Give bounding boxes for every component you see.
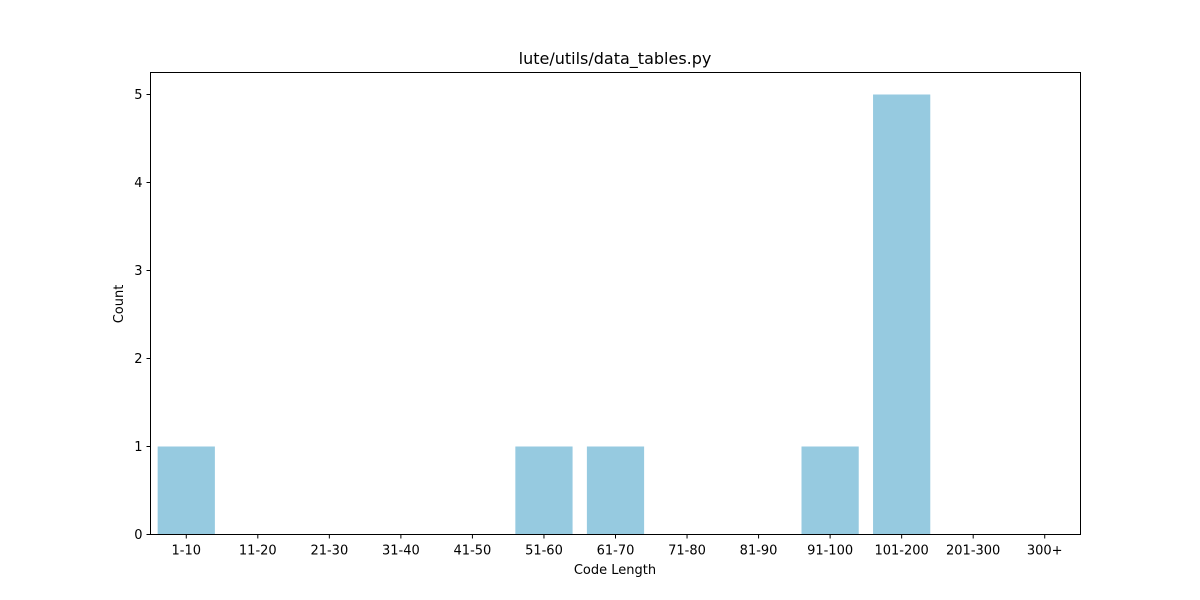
y-axis: 0 1 2 3 4 5 bbox=[134, 88, 151, 543]
y-tick-label: 4 bbox=[134, 176, 142, 191]
bar-91-100 bbox=[801, 446, 859, 535]
x-tick-label: 61-70 bbox=[597, 544, 635, 559]
x-tick-label: 101-200 bbox=[874, 544, 928, 559]
x-tick-label: 1-10 bbox=[172, 544, 202, 559]
x-tick-label: 31-40 bbox=[382, 544, 420, 559]
bar-61-70 bbox=[586, 446, 645, 535]
x-tick-label: 81-90 bbox=[740, 544, 778, 559]
bar-51-60 bbox=[515, 446, 573, 535]
x-tick-label: 201-300 bbox=[946, 544, 1000, 559]
y-tick-label: 1 bbox=[134, 440, 142, 455]
y-tick-label: 5 bbox=[134, 88, 142, 103]
x-axis-label: Code Length bbox=[574, 563, 656, 578]
x-tick-label: 41-50 bbox=[454, 544, 492, 559]
x-tick-label: 21-30 bbox=[310, 544, 348, 559]
bar-1-10 bbox=[157, 446, 215, 535]
x-tick-label: 51-60 bbox=[525, 544, 563, 559]
y-tick-label: 0 bbox=[134, 528, 142, 543]
chart-title: lute/utils/data_tables.py bbox=[519, 49, 712, 69]
y-axis-label: Count bbox=[112, 285, 127, 324]
y-tick-label: 2 bbox=[134, 352, 142, 367]
y-tick-label: 3 bbox=[134, 264, 142, 279]
bar-101-200 bbox=[873, 94, 931, 535]
bars-layer bbox=[157, 94, 931, 535]
x-tick-label: 300+ bbox=[1027, 544, 1063, 559]
x-tick-label: 91-100 bbox=[807, 544, 853, 559]
x-axis: 1-10 11-20 21-30 31-40 41-50 51-60 61-70 71-80 8… bbox=[172, 534, 1063, 559]
x-tick-label: 71-80 bbox=[668, 544, 706, 559]
x-tick-label: 11-20 bbox=[239, 544, 277, 559]
